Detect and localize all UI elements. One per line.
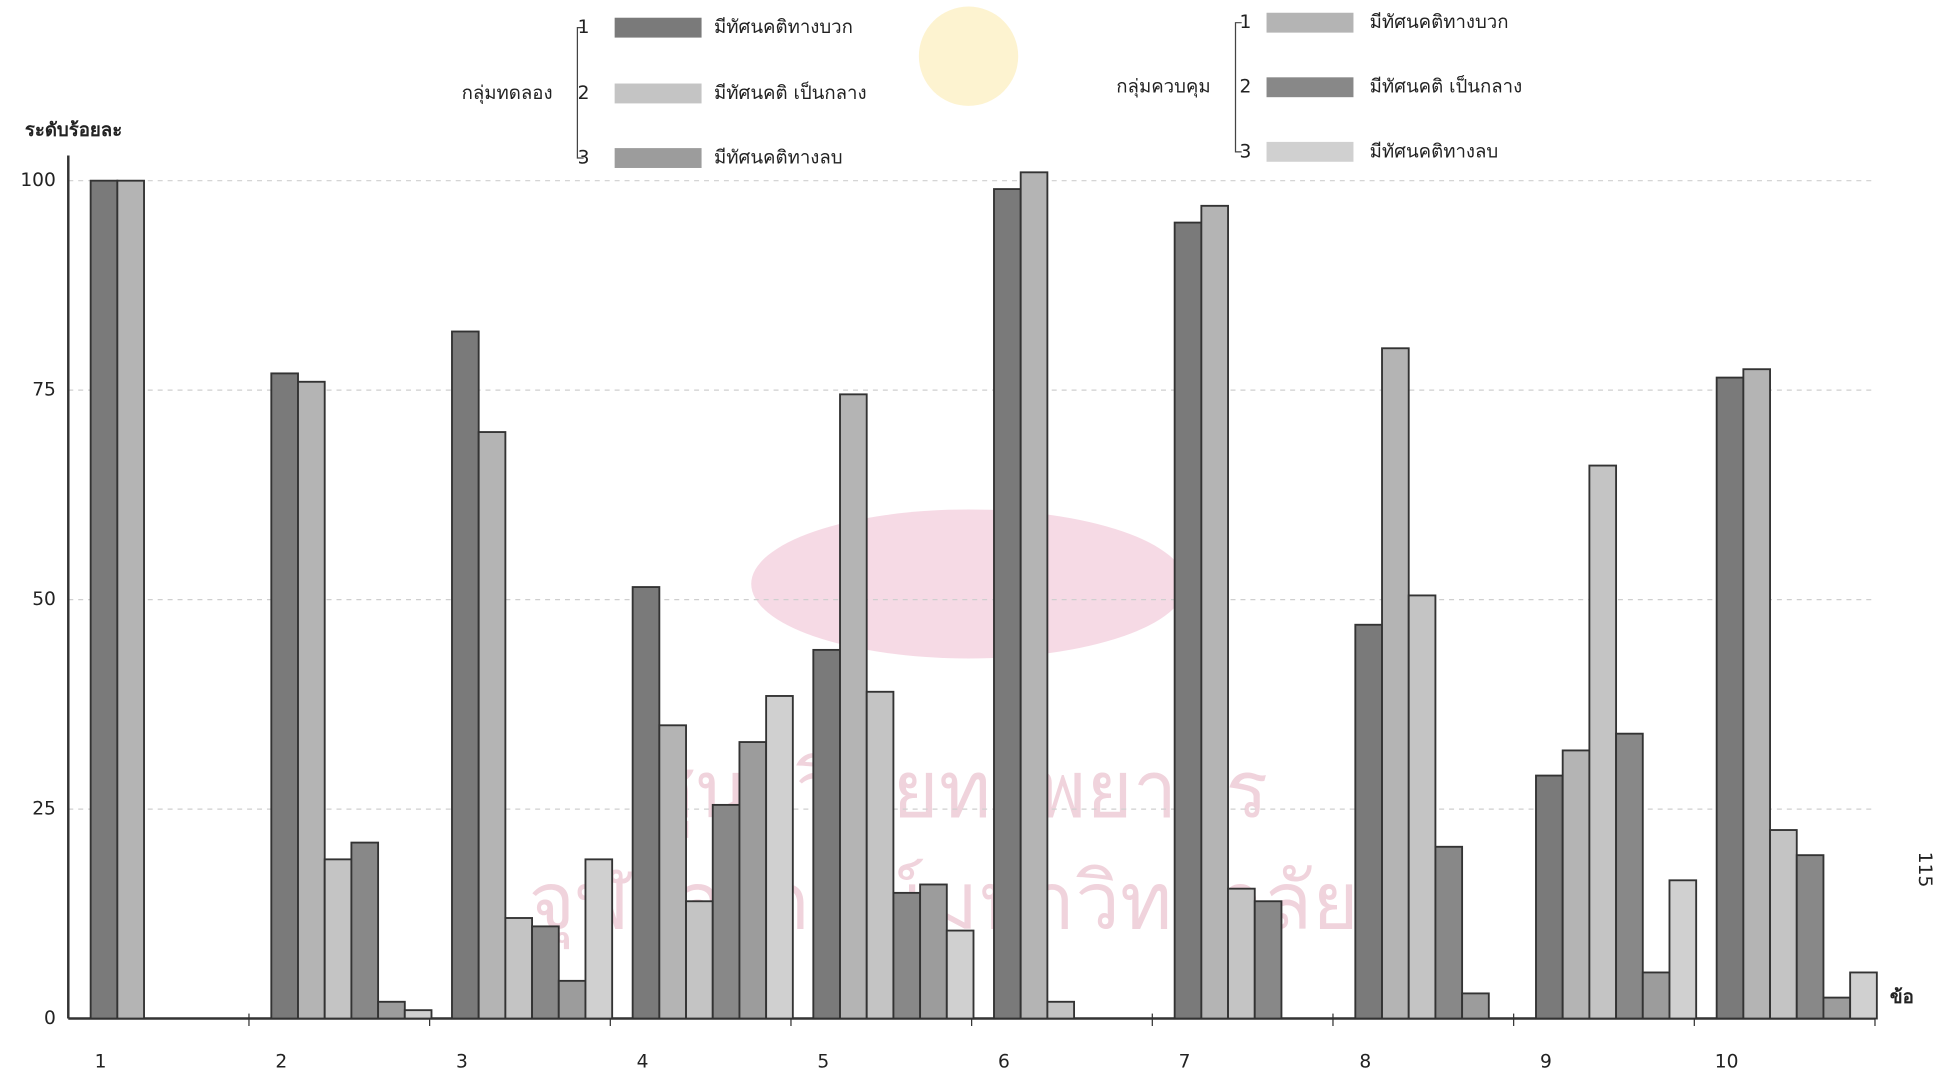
bar (1201, 206, 1228, 1019)
bar (1175, 223, 1202, 1019)
bar (920, 884, 947, 1018)
bar (585, 859, 612, 1018)
bar (686, 901, 713, 1018)
bar (1797, 855, 1824, 1018)
bar (1255, 901, 1282, 1018)
legend-label: มีทัศนคติ เป็นกลาง (714, 80, 867, 104)
x-tick-label: 1 (95, 1052, 107, 1073)
legend-key: 2 (578, 83, 590, 104)
legend-key: 3 (1240, 141, 1252, 162)
bar (1409, 595, 1436, 1018)
bar (405, 1010, 432, 1018)
x-tick-label: 9 (1540, 1052, 1552, 1073)
bar (559, 981, 586, 1019)
y-tick-label: 50 (32, 589, 56, 610)
bar (298, 382, 325, 1019)
x-tick-label: 2 (275, 1052, 287, 1073)
bar (633, 587, 660, 1018)
bar (1643, 972, 1670, 1018)
bar (1536, 776, 1563, 1019)
x-tick-label: 3 (456, 1052, 468, 1073)
bar (532, 926, 559, 1018)
x-tick-label: 5 (817, 1052, 829, 1073)
legend-label: มีทัศนคติทางบวก (714, 17, 853, 38)
bar (1382, 348, 1409, 1018)
legend-group-label: กลุ่มทดลอง (462, 83, 553, 105)
bar (1563, 750, 1590, 1018)
bar (813, 650, 840, 1019)
legend-key: 1 (578, 17, 590, 38)
y-tick-label: 75 (32, 380, 56, 401)
legend-swatch (615, 148, 702, 168)
watermark-emblem (919, 7, 1018, 106)
bar (1047, 1002, 1074, 1019)
bar (1743, 369, 1770, 1018)
bar (505, 918, 532, 1019)
bar (1770, 830, 1797, 1019)
bar (378, 1002, 405, 1019)
bar (867, 692, 894, 1019)
bar (947, 931, 974, 1019)
bar (1589, 466, 1616, 1019)
legend-swatch (1267, 142, 1354, 162)
legend-key: 2 (1240, 77, 1252, 98)
bar (1462, 993, 1489, 1018)
bar (739, 742, 766, 1018)
bar (1355, 625, 1382, 1019)
y-tick-label: 100 (20, 170, 56, 191)
bar (994, 189, 1021, 1018)
legend-label: มีทัศนคติทางลบ (714, 148, 843, 169)
bar (1616, 734, 1643, 1019)
legend-key: 3 (578, 148, 590, 169)
legend-swatch (615, 84, 702, 104)
legend-swatch (1267, 77, 1354, 97)
y-tick-label: 25 (32, 799, 56, 820)
legend-label: มีทัศนคติ เป็นกลาง (1370, 74, 1523, 98)
bar (271, 373, 298, 1018)
x-tick-label: 6 (998, 1052, 1010, 1073)
bar (1717, 378, 1744, 1019)
x-tick-label: 10 (1715, 1052, 1739, 1073)
y-axis-label: ระดับร้อยละ (25, 119, 122, 141)
bar (1435, 847, 1462, 1019)
bar (91, 181, 118, 1019)
legend-label: มีทัศนคติทางลบ (1370, 141, 1499, 162)
bar (1669, 880, 1696, 1018)
bar (659, 725, 686, 1018)
page-number: 115 (1914, 852, 1935, 888)
bar (1850, 972, 1877, 1018)
bar (840, 394, 867, 1018)
y-tick-label: 0 (44, 1008, 56, 1029)
x-axis-label: ข้อ (1890, 986, 1914, 1008)
legend-label: มีทัศนคติทางบวก (1370, 12, 1509, 33)
bar (1823, 998, 1850, 1019)
x-tick-label: 7 (1179, 1052, 1191, 1073)
bar (893, 893, 920, 1019)
watermark-emblem (751, 509, 1186, 658)
bar (766, 696, 793, 1019)
bar (117, 181, 144, 1019)
bar (713, 805, 740, 1019)
bar (351, 843, 378, 1019)
legend-key: 1 (1240, 12, 1252, 33)
bar (479, 432, 506, 1018)
bar (452, 332, 479, 1019)
legend-swatch (1267, 13, 1354, 33)
legend-swatch (615, 18, 702, 38)
x-tick-label: 8 (1359, 1052, 1371, 1073)
bar (325, 859, 352, 1018)
legend-group-label: กลุ่มควบคุม (1116, 77, 1210, 99)
bar (1021, 172, 1048, 1018)
x-tick-label: 4 (637, 1052, 649, 1073)
bar (1228, 889, 1255, 1019)
chart: ศูนย์วิทยทรัพยากร จุฬาลงกรณ์มหาวิทยาลัย … (0, 0, 1947, 1076)
